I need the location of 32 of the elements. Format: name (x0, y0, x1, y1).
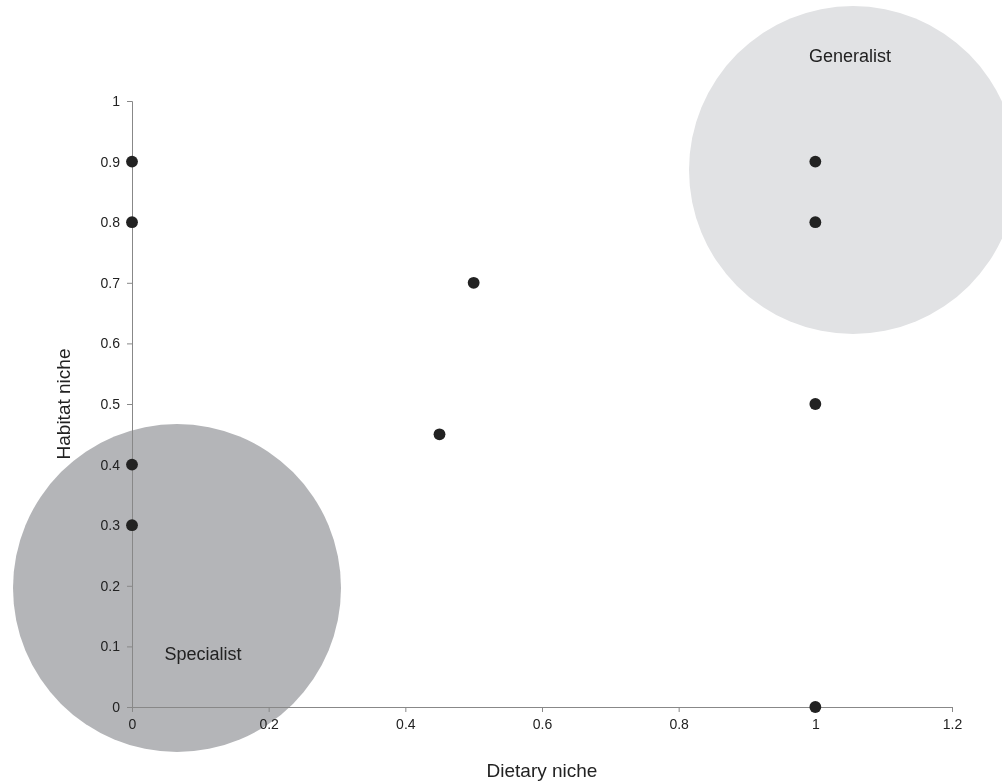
y-tick-label: 1 (112, 92, 121, 109)
x-tick-label: 0.4 (396, 716, 416, 732)
annotation: Specialist (164, 644, 242, 664)
x-tick-label: 0 (128, 716, 137, 732)
x-axis-title: Dietary niche (486, 760, 598, 781)
point (467, 276, 480, 289)
x-tick-label: 1.2 (942, 716, 963, 732)
y-tick-label: 0.3 (100, 517, 121, 534)
x-tick-label: 0.6 (532, 716, 553, 732)
y-tick-label: 0.4 (100, 456, 121, 473)
point (809, 155, 822, 168)
point (809, 701, 822, 713)
x-tick-label: 1 (811, 716, 820, 732)
y-tick-label: 0.6 (100, 335, 121, 352)
point (126, 216, 138, 229)
point (126, 519, 138, 532)
y-tick-label: 0.8 (100, 214, 121, 231)
point (809, 398, 822, 410)
point (126, 155, 138, 168)
point (126, 458, 138, 471)
y-tick-label: 0.7 (100, 274, 121, 291)
point (809, 216, 822, 229)
x-tick-label: 0.2 (259, 716, 280, 732)
x-tick-label: 0.8 (669, 716, 690, 732)
y-tick-label: 0.2 (100, 577, 121, 594)
point (433, 428, 446, 441)
y-tick-label: 0.5 (100, 395, 121, 412)
y-tick-label: 0.9 (100, 153, 121, 170)
y-tick-label: 0.1 (100, 638, 121, 655)
y-axis-title: Habitat niche (53, 348, 74, 460)
y-tick-label: 0 (112, 698, 121, 715)
text: Generalist (808, 46, 892, 66)
